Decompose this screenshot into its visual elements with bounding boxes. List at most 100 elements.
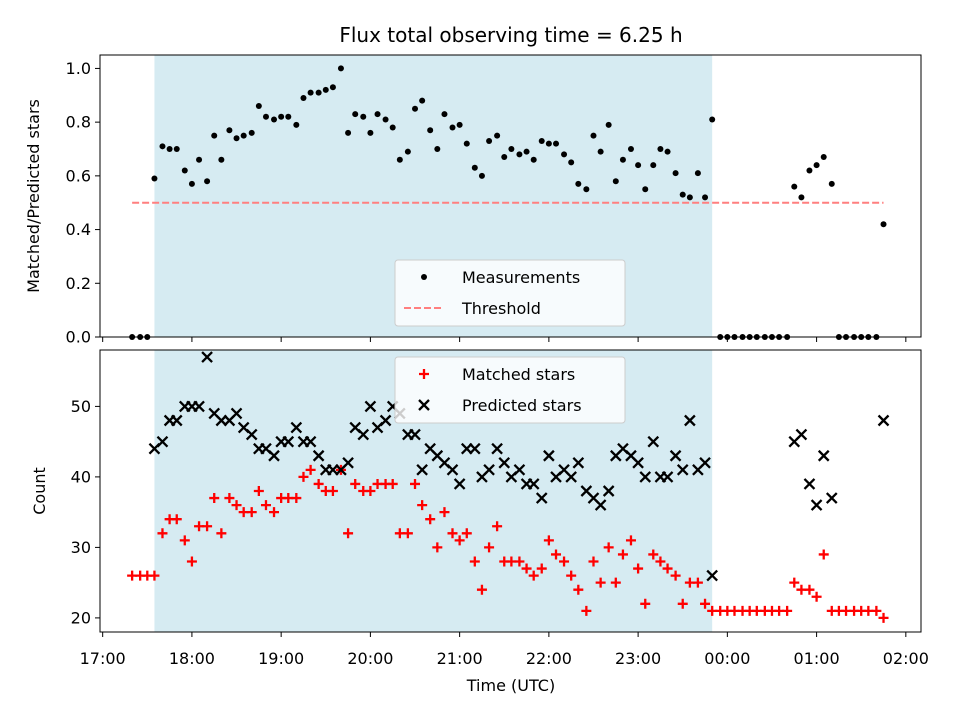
- data-point: [803, 478, 816, 490]
- data-point: [692, 577, 703, 588]
- data-point: [171, 514, 182, 525]
- legend-label: Matched stars: [462, 365, 575, 384]
- y-axis-label: Count: [30, 467, 49, 515]
- data-point: [635, 162, 642, 169]
- data-point: [402, 528, 413, 539]
- data-point: [602, 485, 615, 497]
- data-point: [409, 428, 421, 441]
- data-point: [290, 421, 303, 434]
- plot-frame: [99, 54, 922, 338]
- data-point: [468, 442, 481, 455]
- data-point: [149, 570, 160, 581]
- data-point: [561, 151, 568, 158]
- data-point: [476, 584, 487, 595]
- data-point: [204, 178, 211, 185]
- data-point: [684, 414, 696, 427]
- data-point: [513, 464, 526, 476]
- x-tick-label: 00:00: [704, 649, 750, 668]
- data-point: [619, 156, 626, 163]
- y-tick-label: 0.8: [66, 113, 91, 132]
- data-point: [530, 156, 537, 163]
- y-tick-label: 50: [71, 397, 91, 416]
- data-point: [226, 127, 233, 134]
- data-point: [240, 132, 247, 139]
- data-point: [312, 449, 325, 462]
- data-point: [575, 180, 582, 187]
- data-point: [364, 400, 377, 413]
- data-point: [202, 521, 213, 532]
- data-point: [298, 471, 309, 482]
- data-point: [514, 556, 525, 567]
- y-tick-label: 0.6: [66, 166, 91, 185]
- data-point: [196, 156, 203, 163]
- data-point: [416, 464, 428, 476]
- data-point: [545, 140, 552, 147]
- y-tick-label: 20: [71, 608, 91, 627]
- data-point: [216, 528, 227, 539]
- data-point: [271, 116, 278, 123]
- data-point: [581, 605, 592, 616]
- data-point: [337, 65, 344, 72]
- legend-label: Measurements: [462, 268, 580, 287]
- data-point: [648, 549, 659, 560]
- chart-title: Flux total observing time = 6.25 h: [339, 23, 682, 47]
- x-tick-label: 18:00: [169, 649, 215, 668]
- legend: Measurements Threshold: [394, 259, 626, 327]
- data-point: [179, 535, 190, 546]
- data-point: [441, 111, 448, 118]
- data-point: [566, 570, 577, 581]
- data-point: [871, 605, 882, 616]
- y-axis-label: Matched/Predicted stars: [24, 99, 43, 293]
- x-tick-label: 19:00: [258, 649, 304, 668]
- data-point: [782, 605, 793, 616]
- data-point: [498, 456, 511, 469]
- data-point: [501, 154, 508, 161]
- data-point: [304, 435, 317, 448]
- data-point: [157, 528, 168, 539]
- data-point: [590, 132, 597, 139]
- y-tick-label: 0.2: [66, 274, 91, 293]
- data-point: [521, 563, 532, 574]
- x-tick-label: 22:00: [526, 649, 572, 668]
- data-point: [551, 549, 562, 560]
- data-point: [315, 89, 322, 96]
- data-point: [211, 132, 218, 139]
- data-point: [478, 172, 485, 179]
- legend: Matched stars Predicted stars: [394, 356, 626, 424]
- data-point: [469, 556, 480, 567]
- data-point: [806, 167, 813, 174]
- data-point: [365, 486, 376, 496]
- legend-label: Predicted stars: [462, 396, 582, 415]
- data-point: [357, 428, 370, 441]
- data-point: [617, 549, 628, 560]
- y-tick-label: 1.0: [66, 59, 91, 78]
- data-point: [193, 400, 205, 413]
- data-point: [396, 156, 403, 163]
- data-point: [379, 414, 392, 427]
- data-point: [186, 556, 197, 567]
- data-point: [553, 140, 560, 147]
- data-point: [456, 121, 463, 128]
- data-point: [662, 563, 673, 574]
- bottom-panel: 20 30 40 50 Count Matched stars Predicted star…: [30, 349, 922, 637]
- x-axis-ticks: 17:00 18:00 19:00 20:00 21:00 22:00 23:00 00:00…: [80, 649, 929, 668]
- data-point: [282, 435, 295, 448]
- data-point: [572, 456, 585, 469]
- data-point: [218, 156, 225, 163]
- data-point: [484, 542, 495, 553]
- data-point: [342, 456, 354, 469]
- data-point: [151, 175, 158, 182]
- data-point: [387, 478, 398, 489]
- data-point: [679, 191, 686, 198]
- data-point: [230, 407, 243, 420]
- data-point: [694, 170, 701, 177]
- y-tick-label: 0.0: [66, 328, 91, 347]
- x-tick-label: 20:00: [347, 649, 393, 668]
- series-predicted-stars: [148, 351, 890, 582]
- data-point: [702, 194, 709, 201]
- data-point: [425, 514, 436, 525]
- legend-swatch: [421, 274, 427, 280]
- data-point: [880, 221, 887, 228]
- x-tick-label: 02:00: [883, 649, 929, 668]
- data-point: [439, 507, 450, 518]
